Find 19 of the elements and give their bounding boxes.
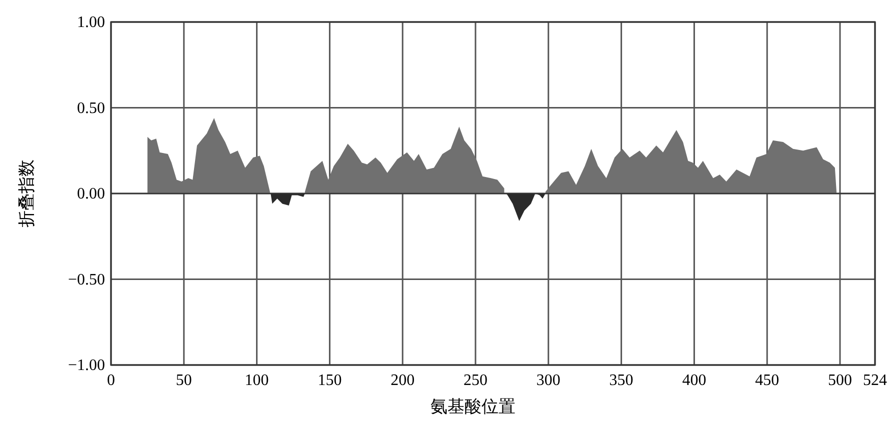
y-axis-title: 折叠指数 (17, 160, 36, 228)
x-tick-label: 300 (536, 372, 560, 389)
x-tick-label: 200 (390, 372, 415, 389)
x-axis-title: 氨基酸位置 (430, 397, 516, 416)
x-tick-label: 500 (828, 372, 852, 389)
y-tick-label: 0.00 (77, 186, 105, 202)
x-tick-label: 250 (464, 372, 488, 389)
x-tick-label: 150 (318, 372, 342, 389)
y-tick-label: 0.50 (77, 100, 105, 117)
x-tick-label: 0 (107, 372, 115, 389)
y-tick-label: 1.00 (77, 14, 105, 31)
y-tick-label: −1.00 (68, 357, 105, 374)
x-tick-label: 450 (755, 372, 780, 389)
x-tick-label: 100 (244, 372, 269, 389)
x-tick-label: 350 (609, 372, 634, 389)
y-tick-label: −0.50 (68, 271, 105, 288)
x-tick-label: 50 (176, 372, 192, 389)
x-tick-label: 400 (682, 372, 706, 389)
x-tick-label: 524 (863, 372, 887, 389)
